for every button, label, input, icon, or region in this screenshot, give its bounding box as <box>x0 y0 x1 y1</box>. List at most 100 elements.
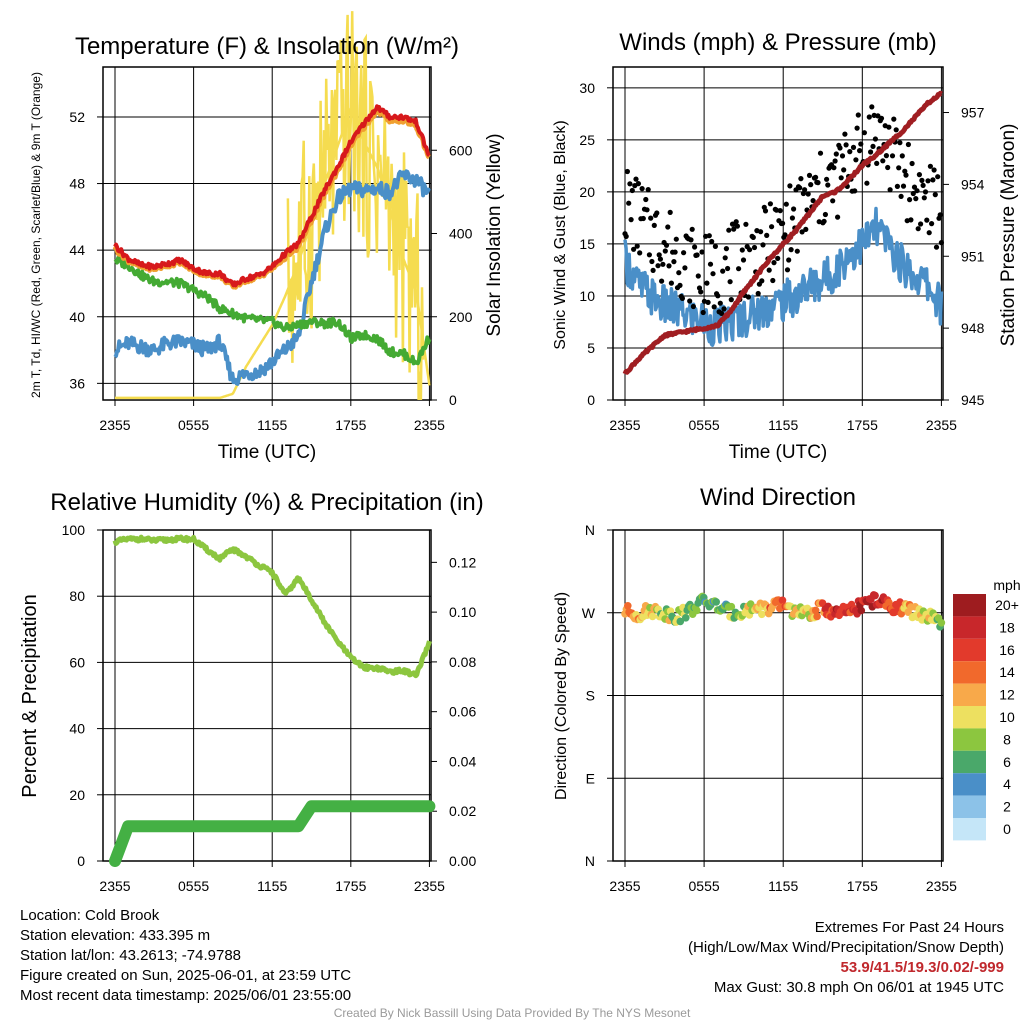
gust-point <box>715 293 721 299</box>
gust-point <box>631 246 637 252</box>
gust-point <box>698 289 704 295</box>
y-tick-label: W <box>582 605 596 621</box>
legend-label: 8 <box>1003 731 1011 747</box>
y-tick-label-right: 400 <box>449 226 473 242</box>
gust-point <box>929 221 935 227</box>
gust-point <box>898 193 904 199</box>
gust-point <box>758 229 764 235</box>
x-tick-label: 2355 <box>926 417 957 433</box>
gust-point <box>899 153 905 159</box>
x-tick-label: 1155 <box>768 417 798 433</box>
gust-point <box>679 295 686 301</box>
x-tick-label: 0555 <box>178 878 209 894</box>
gust-point <box>880 158 886 164</box>
panel-title: Winds (mph) & Pressure (mb) <box>619 29 936 56</box>
gust-point <box>891 116 897 122</box>
y-axis-label: Direction (Colored By Speed) <box>553 592 570 800</box>
gust-point <box>883 153 890 159</box>
gust-point <box>896 165 902 171</box>
x-tick-label: 0555 <box>689 417 720 433</box>
y-tick-label: 40 <box>69 721 85 737</box>
gust-point <box>672 249 678 255</box>
legend-swatch <box>953 683 986 706</box>
gust-point <box>706 233 712 239</box>
gust-point <box>938 240 945 246</box>
legend-swatch <box>953 661 986 684</box>
plot-frame <box>102 529 432 862</box>
gust-point <box>637 250 643 256</box>
gust-point <box>750 234 756 240</box>
gust-point <box>798 176 804 182</box>
y-tick-label-right: 0.12 <box>449 554 476 570</box>
gust-point <box>855 112 861 118</box>
y-tick-label: S <box>586 688 595 704</box>
gust-point <box>909 160 915 167</box>
legend-label: 0 <box>1003 821 1011 837</box>
gust-point <box>913 196 919 202</box>
gust-point <box>626 200 632 206</box>
y-tick-label: E <box>586 770 595 786</box>
legend-label: 6 <box>1003 754 1011 770</box>
direction-point <box>727 602 736 611</box>
gust-point <box>858 141 864 147</box>
direction-point <box>778 596 787 605</box>
gust-point <box>725 265 731 272</box>
gust-point <box>705 299 711 305</box>
y-tick-label: 15 <box>579 236 595 252</box>
gust-point <box>666 263 672 269</box>
extremes-description: (High/Low/Max Wind/Precipitation/Snow De… <box>688 939 1004 956</box>
direction-point <box>813 612 821 621</box>
gust-point <box>690 303 697 310</box>
gust-point <box>677 282 683 288</box>
gust-point <box>712 243 719 249</box>
gust-point <box>837 145 843 151</box>
gust-point <box>644 207 650 213</box>
legend-swatch <box>953 616 986 639</box>
legend-label: 10 <box>999 709 1015 725</box>
gust-point <box>780 220 786 226</box>
gust-point <box>925 178 931 184</box>
gust-point <box>694 252 700 258</box>
gust-point <box>794 248 800 254</box>
gust-point <box>682 265 688 271</box>
gust-point <box>704 280 710 286</box>
direction-point <box>857 606 866 615</box>
gust-point <box>634 243 640 249</box>
gust-point <box>850 144 857 150</box>
x-axis-label: Time (UTC) <box>729 442 828 463</box>
x-tick-label: 0555 <box>178 417 209 433</box>
windchill-line <box>113 169 432 386</box>
location-text: Location: Cold Brook <box>20 907 160 924</box>
gust-point <box>668 280 675 286</box>
y-tick-label-right: 0.10 <box>449 604 476 620</box>
gust-point <box>645 187 651 193</box>
gust-point <box>864 180 870 186</box>
gust-point <box>764 232 770 238</box>
gust-point <box>676 270 682 276</box>
gust-point <box>766 267 772 273</box>
gust-point <box>821 218 827 224</box>
x-tick-label: 2355 <box>609 878 640 894</box>
gust-point <box>833 151 839 157</box>
gust-point <box>659 278 665 284</box>
gust-point <box>699 249 705 255</box>
credit-text: Created By Nick Bassill Using Data Provi… <box>333 1006 691 1020</box>
gust-point <box>900 183 907 189</box>
legend-title: mph <box>993 577 1020 593</box>
gust-point <box>643 196 649 203</box>
gust-point <box>782 232 788 238</box>
gust-point <box>629 187 635 194</box>
gust-point <box>897 140 903 146</box>
temp-2m-line <box>113 104 431 288</box>
gust-point <box>711 304 717 310</box>
gust-point <box>932 192 938 198</box>
gust-point <box>805 191 811 197</box>
legend-label: 4 <box>1003 776 1011 792</box>
legend-swatch <box>953 750 986 774</box>
direction-point <box>712 598 720 606</box>
gust-point <box>893 127 899 133</box>
y-tick-label: 0 <box>77 853 85 869</box>
x-tick-label: 1755 <box>335 417 366 433</box>
y-tick-label: 36 <box>69 375 85 391</box>
gust-point <box>935 174 941 180</box>
